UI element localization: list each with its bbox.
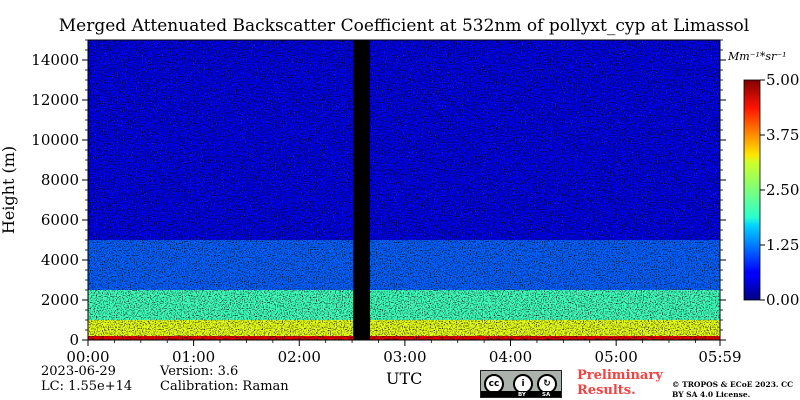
x-tick-label: 05:59: [698, 348, 741, 366]
colorbar-tick-label: 1.25: [766, 236, 799, 254]
data-gap-band: [353, 40, 371, 340]
cc-license-badge: cc i ↻ BY SA: [480, 370, 562, 398]
colorbar: [743, 79, 761, 301]
x-axis: 00:00 01:00 02:00 03:00 04:00 05:00 05:59: [66, 340, 742, 366]
x-tick-label: 00:00: [66, 348, 109, 366]
colorbar-tick-label: 5.00: [766, 71, 799, 89]
x-tick-label: 01:00: [172, 348, 215, 366]
x-axis-label: UTC: [386, 369, 423, 388]
calibration-label: Calibration: Raman: [160, 379, 289, 394]
sa-text: SA: [542, 392, 551, 398]
y-tick-label: 4000: [41, 251, 79, 269]
x-tick-label: 04:00: [489, 348, 532, 366]
y-tick-label: 0: [69, 331, 79, 349]
y-tick-label: 14000: [31, 51, 79, 69]
cc-strip: [481, 391, 561, 397]
x-tick-label: 05:00: [595, 348, 638, 366]
y-axis-label: Height (m): [0, 146, 18, 234]
cc-icon: cc: [484, 374, 504, 394]
colorbar-unit-label: Mm⁻¹*sr⁻¹: [727, 50, 787, 63]
colorbar-tick-label: 3.75: [766, 126, 799, 144]
date-label: 2023-06-29: [41, 364, 116, 379]
x-tick-label: 03:00: [383, 348, 426, 366]
lc-label: LC: 1.55e+14: [41, 379, 133, 394]
y-tick-label: 8000: [41, 171, 79, 189]
y-axis: 0 2000 4000 6000 8000 10000 12000 14000: [31, 39, 726, 349]
colorbar-ticks: 0.00 1.25 2.50 3.75 5.00: [760, 71, 799, 309]
backscatter-heatmap: [88, 40, 720, 340]
by-text: BY: [518, 392, 526, 398]
y-tick-label: 2000: [41, 291, 79, 309]
version-label: Version: 3.6: [160, 364, 239, 379]
x-tick-label: 02:00: [278, 348, 321, 366]
colorbar-tick-label: 0.00: [766, 291, 799, 309]
speckle-texture: [88, 40, 720, 240]
copyright-notice: © TROPOS & ECoE 2023. CC BY SA 4.0 Licen…: [672, 380, 794, 399]
colorbar-tick-label: 2.50: [766, 181, 799, 199]
y-tick-label: 6000: [41, 211, 79, 229]
y-tick-label: 12000: [31, 91, 79, 109]
preliminary-results-label: Preliminary Results.: [577, 368, 663, 398]
chart-title: Merged Attenuated Backscatter Coefficien…: [58, 16, 750, 36]
y-tick-label: 10000: [31, 131, 79, 149]
